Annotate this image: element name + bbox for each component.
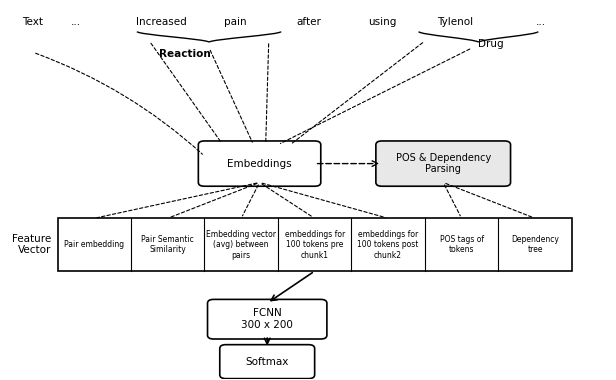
Text: embeddings for
100 tokens post
chunk2: embeddings for 100 tokens post chunk2: [357, 230, 419, 260]
Text: after: after: [296, 17, 321, 27]
Text: Reaction: Reaction: [159, 49, 211, 59]
Text: POS tags of
tokens: POS tags of tokens: [439, 235, 484, 254]
Text: Tylenol: Tylenol: [437, 17, 474, 27]
Text: Embeddings: Embeddings: [227, 158, 292, 169]
FancyBboxPatch shape: [376, 141, 511, 186]
Text: Pair Semantic
Similarity: Pair Semantic Similarity: [141, 235, 194, 254]
Text: ...: ...: [536, 17, 546, 27]
Text: pain: pain: [224, 17, 246, 27]
Text: Increased: Increased: [136, 17, 187, 27]
Text: Embedding vector
(avg) between
pairs: Embedding vector (avg) between pairs: [206, 230, 276, 260]
Text: embeddings for
100 tokens pre
chunk1: embeddings for 100 tokens pre chunk1: [285, 230, 345, 260]
Text: Pair embedding: Pair embedding: [64, 240, 124, 249]
Text: Feature
Vector: Feature Vector: [12, 234, 51, 255]
Text: Text: Text: [23, 17, 44, 27]
FancyBboxPatch shape: [208, 299, 327, 339]
Bar: [57, 218, 572, 271]
Text: Dependency
tree: Dependency tree: [511, 235, 559, 254]
Text: ...: ...: [71, 17, 81, 27]
Text: using: using: [368, 17, 396, 27]
FancyBboxPatch shape: [198, 141, 321, 186]
Text: POS & Dependency
Parsing: POS & Dependency Parsing: [395, 153, 491, 174]
Text: FCNN
300 x 200: FCNN 300 x 200: [241, 309, 293, 330]
FancyBboxPatch shape: [220, 345, 315, 378]
Text: Softmax: Softmax: [246, 357, 289, 367]
Text: Drug: Drug: [478, 39, 503, 49]
